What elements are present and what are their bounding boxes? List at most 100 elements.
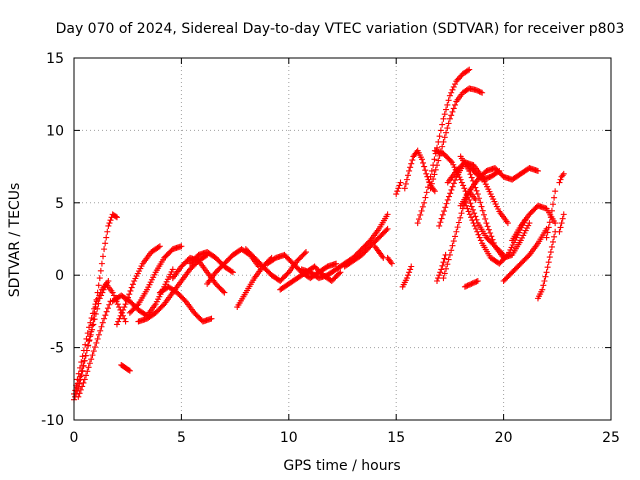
- data-point: [393, 191, 400, 198]
- data-point: [428, 180, 435, 187]
- data-point: [104, 305, 111, 312]
- data-point: [453, 228, 460, 235]
- data-point: [472, 279, 479, 286]
- data-point: [96, 275, 103, 282]
- data-point: [448, 186, 455, 193]
- data-point: [466, 167, 473, 174]
- data-point: [434, 277, 441, 284]
- data-point: [120, 306, 127, 313]
- data-point: [503, 253, 510, 260]
- data-point: [448, 112, 455, 119]
- data-point: [388, 260, 395, 267]
- data-point: [440, 115, 447, 122]
- data-point: [79, 353, 86, 360]
- data-point: [436, 272, 443, 279]
- data-point: [97, 267, 104, 274]
- data-point: [435, 157, 442, 164]
- data-point: [122, 301, 129, 308]
- data-point: [442, 204, 449, 211]
- data-point: [401, 185, 408, 192]
- data-point: [450, 105, 457, 112]
- data-point: [485, 226, 492, 233]
- data-point: [336, 270, 343, 277]
- data-point: [473, 278, 480, 285]
- series-track-24: [401, 147, 438, 195]
- series-track-03: [73, 277, 112, 389]
- data-point: [441, 270, 448, 277]
- data-point: [488, 233, 495, 240]
- data-point: [438, 266, 445, 273]
- data-point: [98, 260, 105, 267]
- data-point: [430, 186, 437, 193]
- data-point: [559, 172, 566, 179]
- data-point: [449, 86, 456, 93]
- data-point: [440, 138, 447, 145]
- data-point: [422, 194, 429, 201]
- data-point: [431, 156, 438, 163]
- data-point: [97, 327, 104, 334]
- data-point: [90, 348, 97, 355]
- data-point: [423, 170, 430, 177]
- data-point: [105, 277, 112, 284]
- data-point: [432, 166, 439, 173]
- data-point: [405, 172, 412, 179]
- series-track-30: [457, 165, 541, 209]
- data-point: [105, 222, 112, 229]
- y-tick-label: -5: [50, 341, 64, 357]
- data-point: [417, 211, 424, 218]
- data-point: [427, 185, 434, 192]
- data-point: [92, 344, 99, 351]
- data-point: [428, 167, 435, 174]
- data-point: [134, 302, 141, 309]
- series-track-08: [126, 243, 185, 316]
- data-point: [476, 234, 483, 241]
- data-point: [477, 237, 484, 244]
- data-point: [487, 230, 494, 237]
- data-point: [415, 216, 422, 223]
- data-point: [542, 273, 549, 280]
- data-point: [419, 203, 426, 210]
- chart-title: Day 070 of 2024, Sidereal Day-to-day VTE…: [56, 21, 625, 37]
- data-point: [558, 220, 565, 227]
- data-point: [477, 199, 484, 206]
- data-point: [552, 220, 559, 227]
- data-point: [455, 219, 462, 226]
- data-point: [436, 222, 443, 229]
- data-point: [408, 263, 415, 270]
- data-point: [470, 220, 477, 227]
- data-point: [106, 220, 113, 227]
- data-point: [337, 269, 344, 276]
- data-point: [115, 318, 122, 325]
- data-point: [550, 201, 557, 208]
- series-track-22: [371, 243, 387, 261]
- data-point: [478, 203, 485, 210]
- data-point: [86, 337, 93, 344]
- data-point: [464, 205, 471, 212]
- data-point: [444, 101, 451, 108]
- data-point: [463, 195, 470, 202]
- data-point: [472, 196, 479, 203]
- data-point: [422, 167, 429, 174]
- data-point: [463, 202, 470, 209]
- data-point: [445, 256, 452, 263]
- data-point: [80, 363, 87, 370]
- data-point: [431, 188, 438, 195]
- data-point: [541, 277, 548, 284]
- data-point: [156, 243, 163, 250]
- data-point: [95, 295, 102, 302]
- data-point: [178, 243, 185, 250]
- data-point: [472, 213, 479, 220]
- data-point: [86, 324, 93, 331]
- data-point: [418, 156, 425, 163]
- axis-ticks: 0 5 10 15 20 25 -10 -5 0 5 10 15: [41, 51, 620, 446]
- data-point: [109, 289, 116, 296]
- data-point: [472, 184, 479, 191]
- data-point: [557, 224, 564, 231]
- data-point: [90, 321, 97, 328]
- data-point: [380, 254, 387, 261]
- data-point: [465, 282, 472, 289]
- data-point: [437, 269, 444, 276]
- data-point: [469, 280, 476, 287]
- data-point: [540, 282, 547, 289]
- data-point: [547, 249, 554, 256]
